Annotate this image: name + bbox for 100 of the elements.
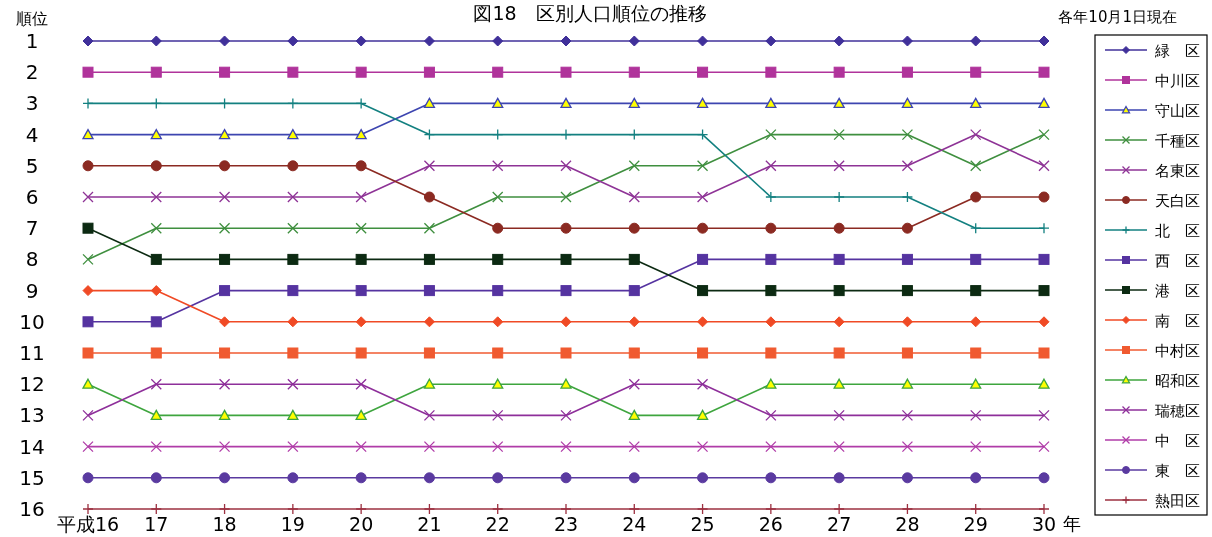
point [355,503,367,515]
x-tick-label: 22 [485,513,510,535]
point [287,316,299,328]
point [901,66,913,78]
point [697,253,709,265]
point [833,128,845,141]
point [765,347,777,359]
point [355,409,367,421]
legend-label: 南 区 [1155,312,1200,330]
point [765,316,777,328]
legend-label: 港 区 [1155,282,1200,300]
chart-title: 図18 区別人口順位の推移 [473,2,707,24]
point [492,503,504,515]
point [901,222,913,234]
point [765,472,777,484]
legend-label: 天白区 [1155,192,1200,210]
point [560,285,572,297]
point [82,222,94,234]
legend-label: 中川区 [1155,72,1200,90]
point [492,222,504,234]
y-tick-label: 13 [19,403,45,428]
legend-label: 千種区 [1155,132,1200,150]
point [219,472,231,484]
point [1038,409,1050,422]
y-tick-label: 8 [25,247,39,272]
point [1038,316,1050,328]
point [82,160,94,172]
point [833,285,845,297]
point [628,409,640,421]
point [355,97,367,110]
point [150,222,162,234]
point [355,128,367,140]
legend-label: 北 区 [1155,222,1200,240]
point [628,35,640,47]
point [219,253,231,265]
point [696,378,709,390]
point [765,378,777,389]
point [901,409,914,422]
point [355,191,367,203]
point [901,472,913,484]
point [287,347,299,359]
point [970,472,982,484]
point [697,285,709,297]
point [287,35,299,47]
point [150,285,162,297]
point [82,316,94,328]
point [901,253,913,265]
legend-label: 西 区 [1155,252,1200,270]
point [287,160,299,172]
point [833,409,845,422]
point [970,285,982,297]
point [560,160,572,172]
point [1038,503,1050,515]
point [765,191,777,203]
point [901,347,913,359]
point [560,347,572,359]
y-tick-label: 16 [19,497,45,521]
point [287,66,299,78]
point [696,440,709,453]
point [697,316,709,328]
point [696,128,709,141]
point [970,191,982,203]
point [970,160,982,172]
point [765,97,777,109]
point [628,378,640,390]
legend-label: 緑 区 [1154,42,1200,60]
point [901,285,913,297]
point [355,253,367,265]
point [970,97,982,109]
point [765,253,777,265]
point [970,35,982,47]
point [560,128,572,141]
point [492,97,504,109]
point [901,97,914,109]
point [1038,222,1050,234]
point [1038,472,1050,484]
point [287,97,299,110]
x-tick-label: 18 [212,513,237,535]
x-tick-label: 平成16 [56,513,120,535]
legend-label: 守山区 [1155,102,1200,120]
point [1038,191,1050,203]
point [833,66,845,78]
point [82,66,94,78]
point [560,503,572,515]
point [150,97,162,110]
point [218,128,231,140]
point [628,160,640,172]
point [150,160,162,172]
point [355,472,367,484]
point [628,347,640,359]
point [1038,440,1050,453]
point [82,378,94,389]
point [901,378,914,389]
point [628,440,640,453]
point [901,128,914,141]
point [218,97,231,110]
legend-label: 東 区 [1155,462,1200,480]
point [150,128,162,140]
point [355,378,367,390]
point [492,66,504,78]
